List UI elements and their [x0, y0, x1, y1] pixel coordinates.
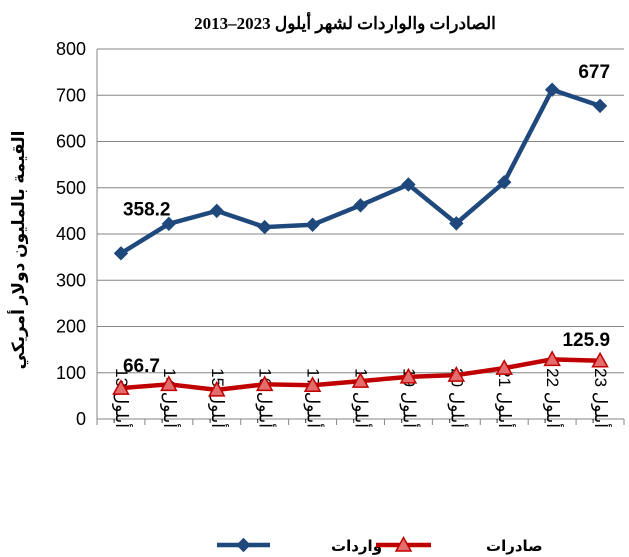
y-tick-label: 200	[56, 317, 86, 337]
data-point	[449, 216, 464, 231]
data-point	[209, 203, 224, 219]
legend-swatch-marker	[394, 535, 413, 552]
series-1	[113, 82, 608, 261]
data-point	[495, 359, 514, 375]
data-point	[255, 375, 274, 392]
data-point	[305, 217, 320, 232]
data-point	[112, 379, 130, 395]
y-tick-label: 800	[56, 39, 86, 59]
series-group	[112, 82, 609, 397]
y-tick-label: 400	[56, 224, 86, 244]
y-tick-label: 300	[56, 270, 86, 290]
y-axis-label: القيمة بالمليون دولار أمريكي	[7, 131, 29, 370]
x-tick-label: أيلول 13	[112, 368, 133, 428]
data-label: 125.9	[562, 330, 610, 351]
x-tick-label: أيلول 16	[256, 368, 277, 428]
x-tick-label: أيلول 22	[543, 368, 564, 428]
y-tick-label: 500	[56, 178, 86, 198]
series-2	[112, 350, 609, 397]
data-point	[353, 198, 368, 213]
data-point	[161, 216, 177, 232]
data-point	[399, 367, 418, 384]
legend-label: واردات	[331, 538, 382, 555]
data-point	[401, 177, 416, 192]
data-point	[544, 82, 560, 97]
data-point	[207, 380, 226, 397]
chart-title: الصادرات والواردات لشهر أيلول 2023–2013	[194, 11, 496, 34]
data-point	[543, 350, 561, 367]
data-point	[592, 98, 608, 114]
legend-item: صادرات	[376, 535, 543, 555]
data-point	[303, 376, 322, 392]
data-point	[447, 366, 466, 382]
y-tick-label: 700	[56, 85, 86, 105]
x-tick-label: أيلول 17	[304, 368, 325, 428]
data-point	[351, 372, 370, 388]
x-tick-label: أيلول 23	[591, 368, 612, 428]
legend-swatch-marker	[236, 537, 251, 553]
y-tick-label: 600	[56, 132, 86, 152]
series-line	[119, 87, 601, 256]
grid	[97, 48, 624, 420]
legend-label: صادرات	[486, 538, 543, 555]
legend: واردات صادرات	[217, 535, 543, 555]
x-tick-label: أيلول 20	[447, 368, 468, 428]
x-tick-label: أيلول 14	[160, 368, 181, 428]
legend-item: واردات	[217, 537, 382, 555]
y-tick-label: 0	[76, 409, 86, 429]
data-label: 358.2	[123, 199, 171, 220]
x-tick-label: أيلول 15	[208, 368, 229, 428]
x-tick-label: أيلول 21	[495, 368, 516, 428]
data-point	[160, 375, 178, 392]
data-label: 66.7	[123, 356, 160, 377]
data-labels: 358.2 677 66.7 125.9	[123, 62, 610, 377]
data-point	[113, 246, 129, 261]
data-point	[257, 219, 272, 235]
data-point	[497, 174, 512, 190]
y-tick-label: 100	[56, 363, 86, 383]
data-point	[591, 351, 609, 368]
data-label: 677	[578, 62, 610, 83]
